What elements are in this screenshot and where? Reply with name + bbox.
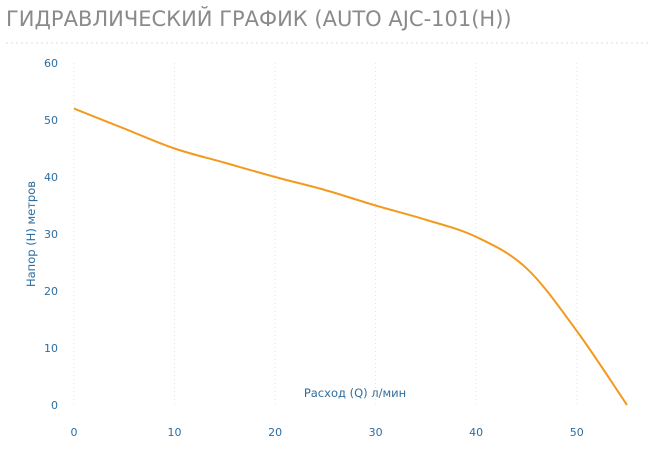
y-tick-label: 30 bbox=[44, 228, 58, 241]
chart-title: ГИДРАВЛИЧЕСКИЙ ГРАФИК (AUTO AJC-101(H)) bbox=[6, 6, 512, 31]
x-tick-label: 40 bbox=[469, 426, 483, 439]
x-tick-label: 0 bbox=[71, 426, 78, 439]
y-tick-label: 60 bbox=[44, 57, 58, 70]
y-tick-label: 0 bbox=[51, 399, 58, 412]
x-tick-label: 20 bbox=[268, 426, 282, 439]
y-tick-label: 40 bbox=[44, 171, 58, 184]
y-tick-label: 20 bbox=[44, 285, 58, 298]
x-tick-label: 50 bbox=[570, 426, 584, 439]
x-tick-label: 10 bbox=[168, 426, 182, 439]
line bbox=[73, 107, 628, 406]
y-tick-label: 10 bbox=[44, 342, 58, 355]
y-tick-label: 50 bbox=[44, 114, 58, 127]
y-axis-label: Напор (H) метров bbox=[24, 181, 38, 287]
x-tick-label: 30 bbox=[369, 426, 383, 439]
x-axis-label: Расход (Q) л/мин bbox=[304, 386, 406, 400]
